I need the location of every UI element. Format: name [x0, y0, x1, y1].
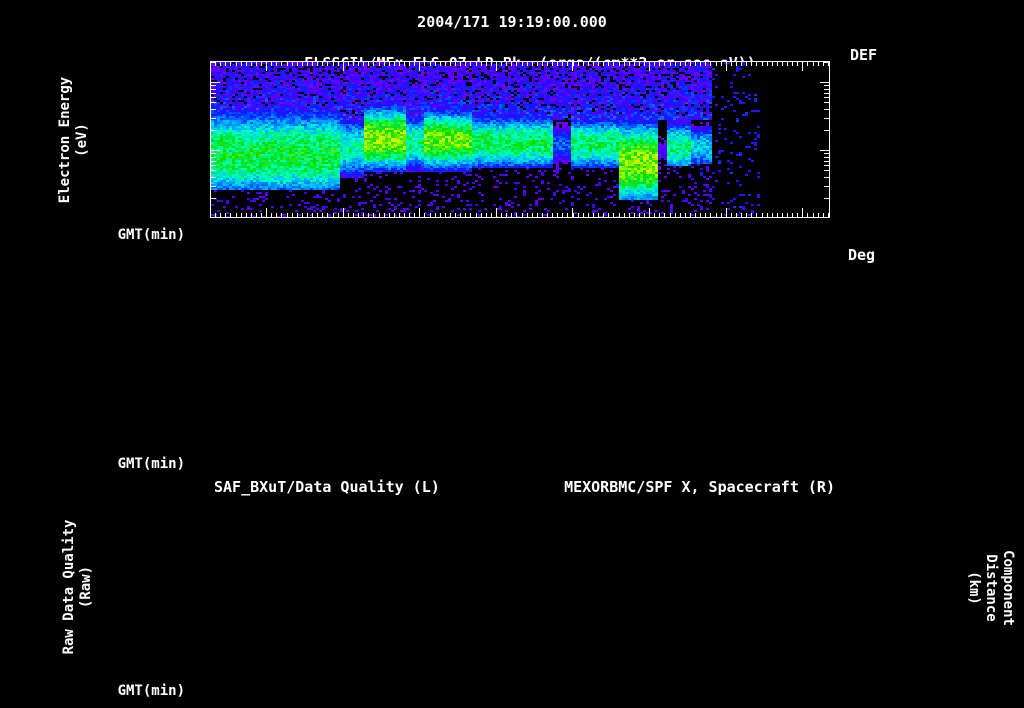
component-distance-axis-label-line1: Component Distance: [983, 550, 1017, 626]
electron-energy-axis-label: Electron Energy (eV): [57, 77, 91, 203]
gmt-label-panel3: GMT(min): [117, 683, 185, 699]
deg-colorbar-title: Deg: [848, 246, 876, 264]
electron-energy-axis-label-line1: Electron Energy: [57, 76, 74, 204]
gmt-label-panel2: GMT(min): [117, 456, 185, 472]
raw-data-quality-axis-label-line1: Raw Data Quality: [61, 519, 78, 655]
electron-energy-spectrogram-canvas: [210, 61, 830, 218]
quality-distance-timeseries-canvas: [210, 502, 835, 673]
pitch-angle-heatmap-canvas: [210, 255, 830, 443]
electron-energy-axis-label-line2: (eV): [74, 123, 90, 157]
raw-data-quality-axis-label-line2: (Raw): [78, 565, 94, 609]
timeseries-title-right: MEXORBMC/SPF X, Spacecraft (R): [564, 478, 835, 496]
gmt-label-panel1: GMT(min): [117, 227, 185, 243]
component-distance-axis-label: Component Distance (km): [966, 550, 1017, 626]
timeseries-title-left: SAF_BXuT/Data Quality (L): [214, 478, 440, 496]
timestamp-title: 2004/171 19:19:00.000: [417, 13, 607, 31]
def-colorbar-title: DEF: [850, 46, 878, 64]
def-colorbar: [850, 77, 882, 205]
raw-data-quality-axis-label: Raw Data Quality (Raw): [61, 520, 95, 655]
deg-colorbar: [850, 273, 882, 432]
component-distance-axis-label-line2: (km): [966, 571, 983, 605]
